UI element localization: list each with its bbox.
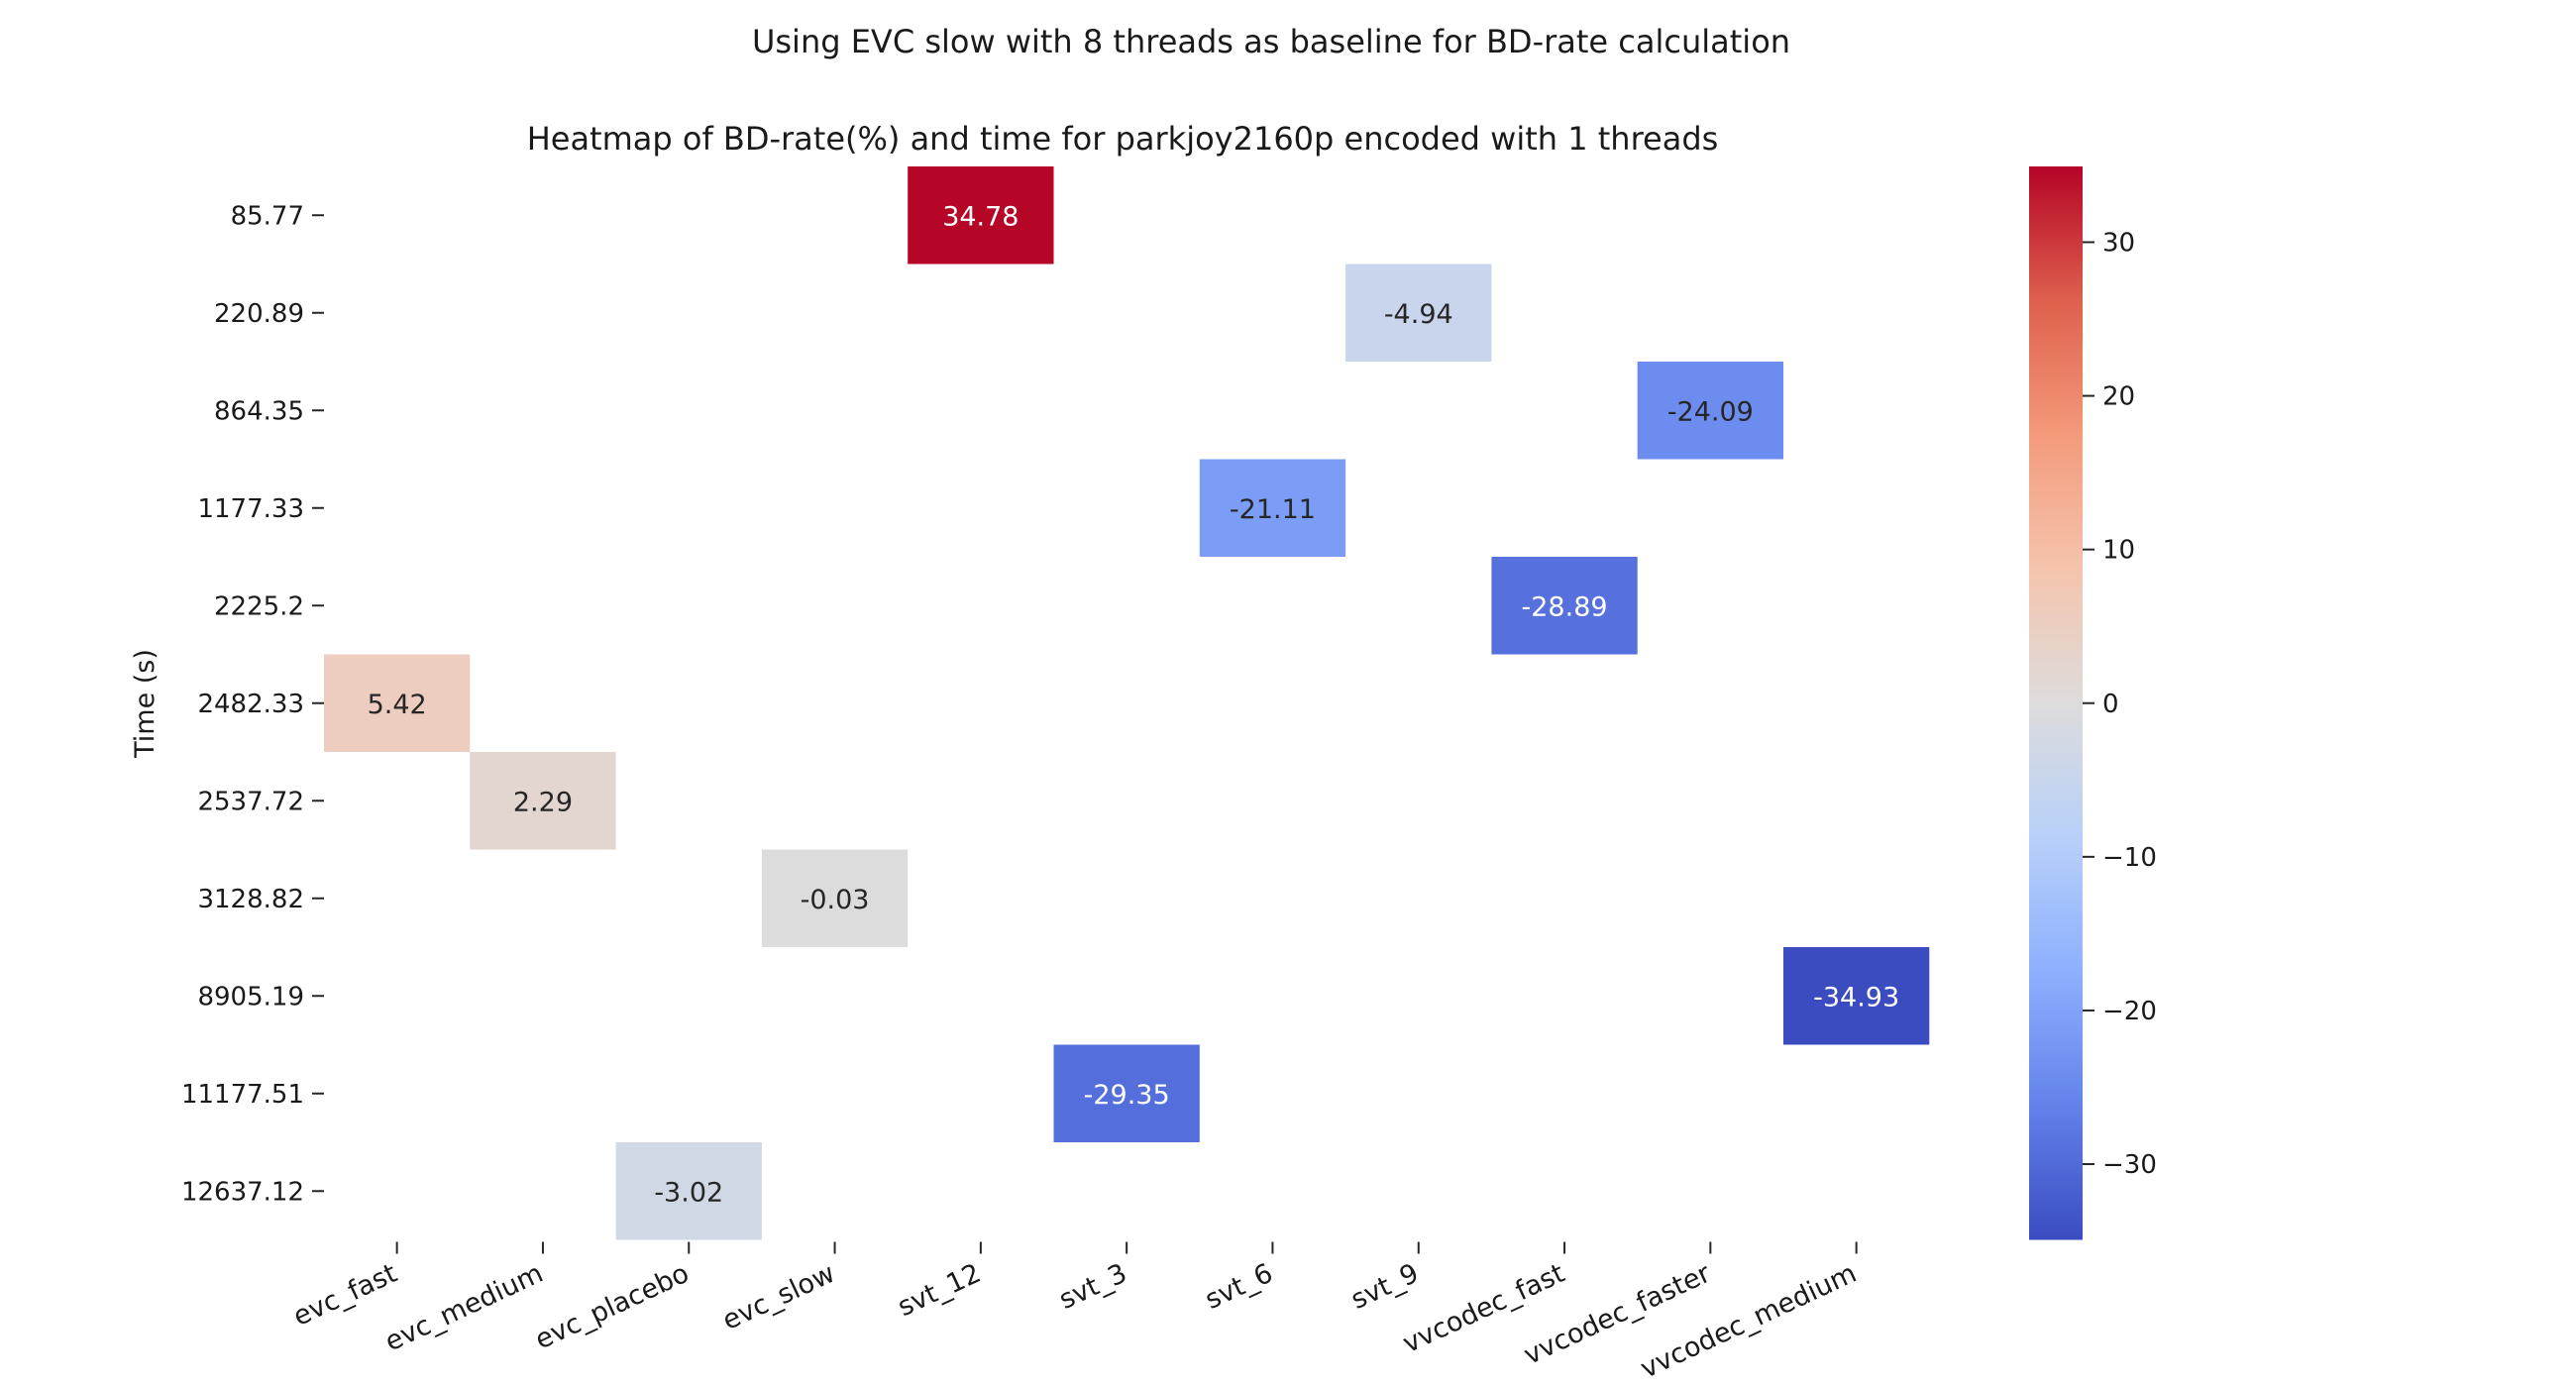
heatmap-cell — [324, 654, 471, 752]
cell-value-label: -0.03 — [801, 885, 870, 915]
y-tick-label: 8905.19 — [197, 982, 304, 1012]
x-tick-label: evc_fast — [288, 1258, 401, 1333]
x-tick-label: svt_9 — [1346, 1258, 1424, 1316]
heatmap-cell — [1345, 264, 1492, 362]
cell-value-label: 2.29 — [513, 787, 573, 817]
figure-suptitle: Using EVC slow with 8 threads as baselin… — [752, 23, 1790, 60]
heatmap-cell — [470, 752, 616, 850]
heatmap-cell — [1783, 947, 1930, 1045]
x-tick-label: svt_3 — [1054, 1258, 1131, 1316]
heatmap-cell — [761, 849, 909, 947]
x-tick-label: evc_slow — [718, 1258, 840, 1336]
cell-value-label: -28.89 — [1522, 591, 1608, 622]
y-axis-ticks: 85.77 220.89 864.35 1177.33 2225.2 2482.33 253… — [181, 201, 324, 1207]
heatmap-cells — [324, 166, 1930, 1240]
colorbar-tick-label: 10 — [2102, 536, 2135, 566]
heatmap-cell — [1199, 459, 1346, 557]
y-tick-label: 220.89 — [214, 299, 304, 329]
colorbar-tick-label: 20 — [2102, 382, 2135, 412]
chart-title: Heatmap of BD-rate(%) and time for parkj… — [527, 120, 1719, 158]
cell-value-label: -3.02 — [654, 1177, 723, 1208]
colorbar-tick-label: −20 — [2102, 997, 2157, 1026]
y-tick-label: 85.77 — [231, 201, 304, 231]
colorbar-tick-label: −30 — [2102, 1150, 2157, 1180]
heatmap-cell — [908, 166, 1054, 265]
colorbar-tick-label: −10 — [2102, 843, 2157, 873]
y-axis-label: Time (s) — [130, 649, 161, 759]
cell-value-label: -24.09 — [1667, 396, 1754, 427]
y-tick-label: 3128.82 — [197, 885, 304, 914]
cell-value-label: 5.42 — [368, 690, 427, 720]
cell-value-label: -21.11 — [1230, 494, 1316, 525]
heatmap-cell — [1053, 1044, 1200, 1142]
x-tick-label: svt_12 — [893, 1258, 985, 1323]
heatmap-cell — [615, 1142, 762, 1240]
y-tick-label: 12637.12 — [181, 1177, 304, 1207]
colorbar: 30 20 10 0 −10 −20 −30 — [2029, 166, 2157, 1240]
cell-value-label: -4.94 — [1384, 299, 1453, 330]
heatmap-cell — [1491, 557, 1638, 655]
cell-value-label: -34.93 — [1813, 982, 1899, 1013]
cell-value-label: 34.78 — [942, 201, 1019, 232]
colorbar-tick-label: 0 — [2102, 690, 2119, 719]
cell-value-label: -29.35 — [1084, 1080, 1170, 1111]
x-tick-label: evc_placebo — [531, 1258, 695, 1356]
y-tick-label: 2225.2 — [214, 591, 304, 621]
colorbar-gradient — [2029, 166, 2083, 1240]
y-tick-label: 1177.33 — [197, 494, 304, 524]
y-tick-label: 11177.51 — [181, 1080, 304, 1110]
y-tick-label: 2482.33 — [197, 690, 304, 719]
x-tick-label: svt_6 — [1201, 1258, 1278, 1316]
colorbar-tick-label: 30 — [2102, 228, 2135, 258]
y-tick-label: 864.35 — [214, 396, 304, 426]
x-tick-label: evc_medium — [380, 1258, 548, 1358]
heatmap-cell-labels: 34.78 -4.94 -24.09 -21.11 -28.89 5.42 2.29 -0.0… — [368, 201, 1900, 1208]
y-tick-label: 2537.72 — [197, 787, 304, 816]
heatmap-cell — [1637, 362, 1783, 460]
